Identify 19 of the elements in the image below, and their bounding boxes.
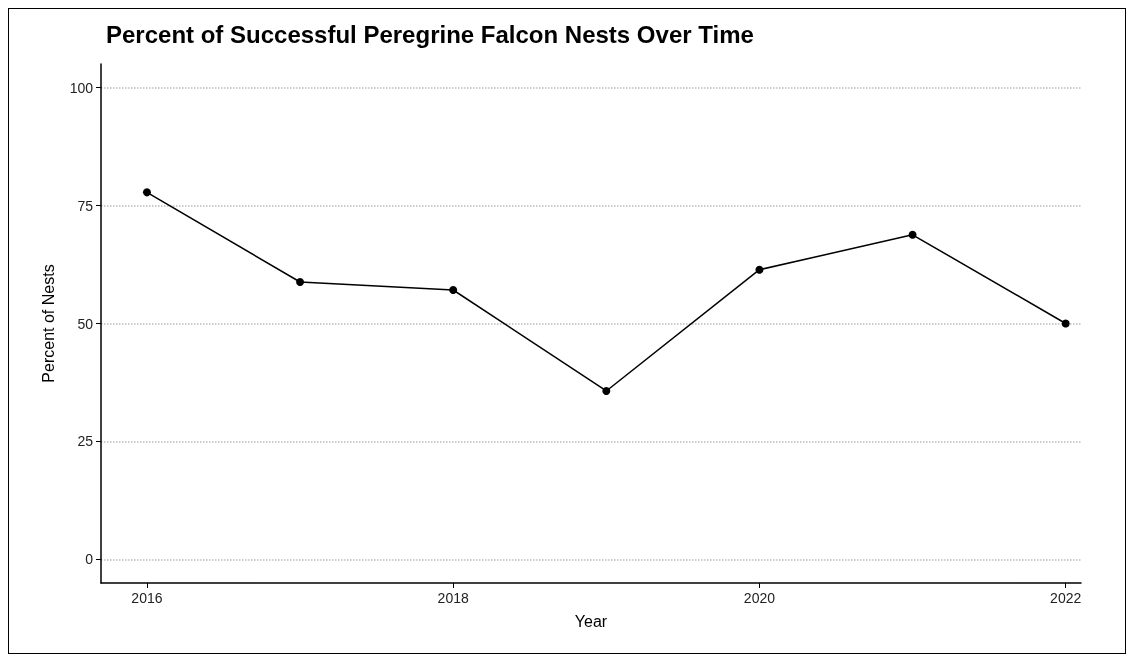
point: [142, 188, 151, 197]
chart-title: Percent of Successful Peregrine Falcon Nests Over Time: [106, 20, 754, 48]
x-axis-title: Year: [574, 612, 608, 630]
y-tick-label: 25: [77, 433, 94, 450]
y-tick-label: 75: [77, 197, 94, 214]
y-tick-label: 50: [77, 315, 94, 332]
x-tick-label: 2016: [131, 590, 163, 606]
y-axis-title: Percent of Nests: [39, 264, 57, 383]
point: [296, 277, 305, 286]
x-tick-label: 2018: [437, 590, 469, 606]
point: [602, 386, 611, 395]
point: [449, 286, 458, 294]
x-tick-label: 2022: [1050, 590, 1082, 606]
point: [755, 265, 764, 274]
y-tick-label: 100: [69, 79, 94, 96]
y-tick-label: 0: [85, 551, 94, 568]
point: [908, 230, 917, 239]
point: [1061, 319, 1070, 328]
x-tick-label: 2020: [743, 590, 776, 606]
